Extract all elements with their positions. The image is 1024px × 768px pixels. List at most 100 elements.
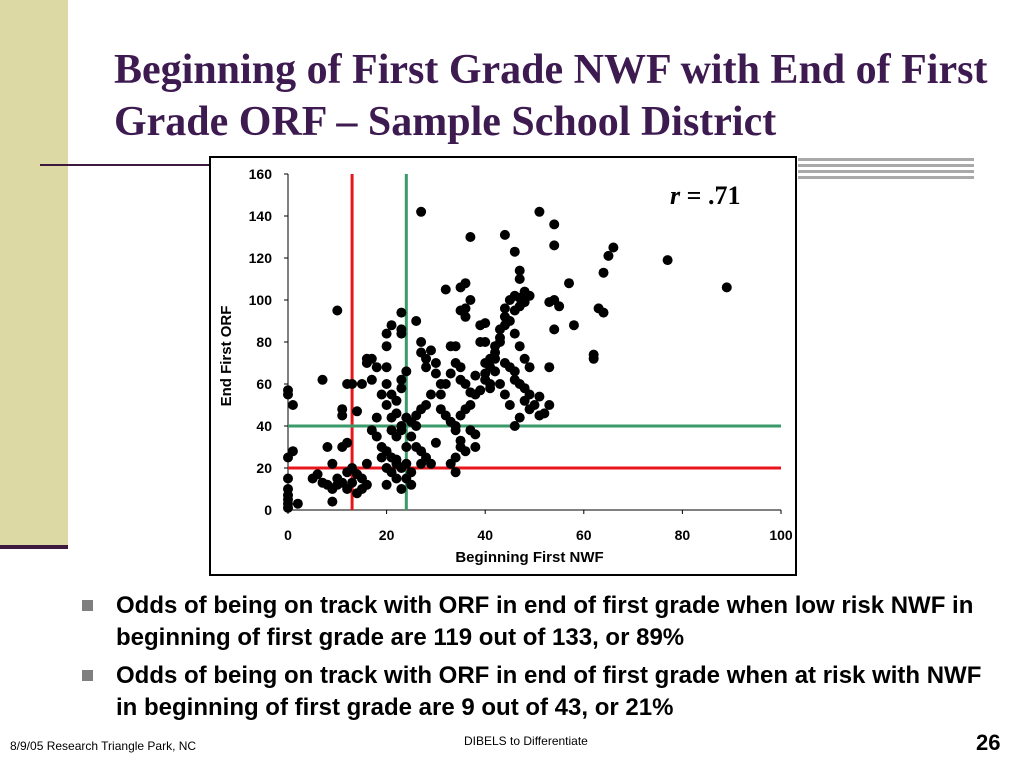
data-point <box>421 353 432 364</box>
data-point <box>401 458 412 469</box>
title-underline <box>40 164 210 166</box>
data-point <box>416 206 427 217</box>
data-point <box>347 477 358 488</box>
data-point <box>524 404 535 415</box>
data-point <box>470 442 481 452</box>
data-point <box>381 479 392 490</box>
data-point <box>490 366 501 377</box>
data-point <box>425 389 436 400</box>
y-tick-label: 60 <box>256 376 272 392</box>
data-point <box>440 379 451 389</box>
data-point <box>460 278 471 289</box>
data-point <box>455 410 466 421</box>
x-tick-label: 100 <box>769 527 793 543</box>
data-point <box>509 305 520 316</box>
data-point <box>662 255 673 266</box>
decorative-stripes <box>798 158 974 180</box>
data-point <box>490 341 501 352</box>
data-point <box>455 362 466 373</box>
square-bullet-icon <box>82 600 93 611</box>
data-point <box>544 362 555 373</box>
data-point <box>509 421 520 431</box>
sidebar-band <box>0 0 68 548</box>
chart-canvas: 0 20 40 60 80 100 120 140 160 0 20 40 60 80 100 Beginni… <box>218 166 793 566</box>
data-point <box>425 345 436 356</box>
data-point <box>292 498 303 509</box>
data-point <box>524 362 535 373</box>
footer-title: DIBELS to Differentiate <box>464 734 588 748</box>
data-point <box>401 442 412 452</box>
data-point <box>514 265 525 276</box>
data-point <box>366 425 377 436</box>
y-tick-label: 100 <box>249 292 273 308</box>
data-point <box>460 303 471 314</box>
data-point <box>499 320 510 331</box>
data-point <box>509 328 520 339</box>
data-point <box>480 318 491 329</box>
data-point <box>332 305 343 316</box>
data-point <box>287 400 298 410</box>
data-point <box>549 324 560 335</box>
data-point <box>366 374 377 385</box>
data-point <box>494 379 505 389</box>
data-point <box>371 412 382 423</box>
bullet-text: Odds of being on track with ORF in end o… <box>116 662 982 721</box>
data-point <box>317 374 328 385</box>
data-point <box>396 383 407 394</box>
data-point <box>514 412 525 423</box>
data-point <box>416 404 427 415</box>
data-point <box>465 295 476 305</box>
data-point <box>598 307 609 318</box>
data-point <box>554 301 565 312</box>
data-point <box>440 284 451 295</box>
data-point <box>283 473 293 484</box>
data-point <box>499 303 510 314</box>
data-point <box>494 332 505 343</box>
data-point <box>337 410 348 421</box>
data-point <box>534 206 545 217</box>
correlation-symbol: r <box>670 181 681 210</box>
data-point <box>327 458 338 469</box>
data-point <box>421 362 432 373</box>
data-point <box>430 358 441 368</box>
data-point <box>430 368 441 379</box>
data-point <box>460 446 471 457</box>
data-point <box>381 328 392 339</box>
data-point <box>366 353 377 364</box>
data-point <box>283 490 293 501</box>
data-point <box>544 400 555 410</box>
data-point <box>361 458 372 469</box>
data-point <box>356 379 367 389</box>
data-point <box>391 473 402 484</box>
data-point <box>381 400 392 410</box>
data-point <box>564 278 575 289</box>
data-point <box>519 353 530 364</box>
data-point <box>450 425 461 436</box>
data-point <box>499 389 510 400</box>
data-point <box>322 442 333 452</box>
data-point <box>283 452 293 463</box>
data-point <box>485 353 496 364</box>
data-point <box>475 385 486 396</box>
y-tick-label: 120 <box>249 250 273 266</box>
slide-number: 26 <box>976 730 1001 755</box>
data-point <box>416 458 427 469</box>
data-point <box>386 320 397 331</box>
data-point <box>470 370 481 381</box>
data-point <box>425 458 436 469</box>
data-point <box>721 282 732 293</box>
y-tick-label: 80 <box>256 334 272 350</box>
data-point <box>361 479 372 490</box>
data-point <box>283 389 293 400</box>
data-point <box>391 408 402 419</box>
bullet-item: Odds of being on track with ORF in end o… <box>80 590 1000 654</box>
data-point <box>514 274 525 284</box>
data-point <box>445 368 456 379</box>
sidebar-divider <box>0 545 68 549</box>
data-point <box>450 341 461 352</box>
data-point <box>352 406 363 417</box>
data-point <box>435 389 446 400</box>
data-point <box>598 267 609 278</box>
data-point <box>504 400 515 410</box>
data-point <box>396 484 407 494</box>
